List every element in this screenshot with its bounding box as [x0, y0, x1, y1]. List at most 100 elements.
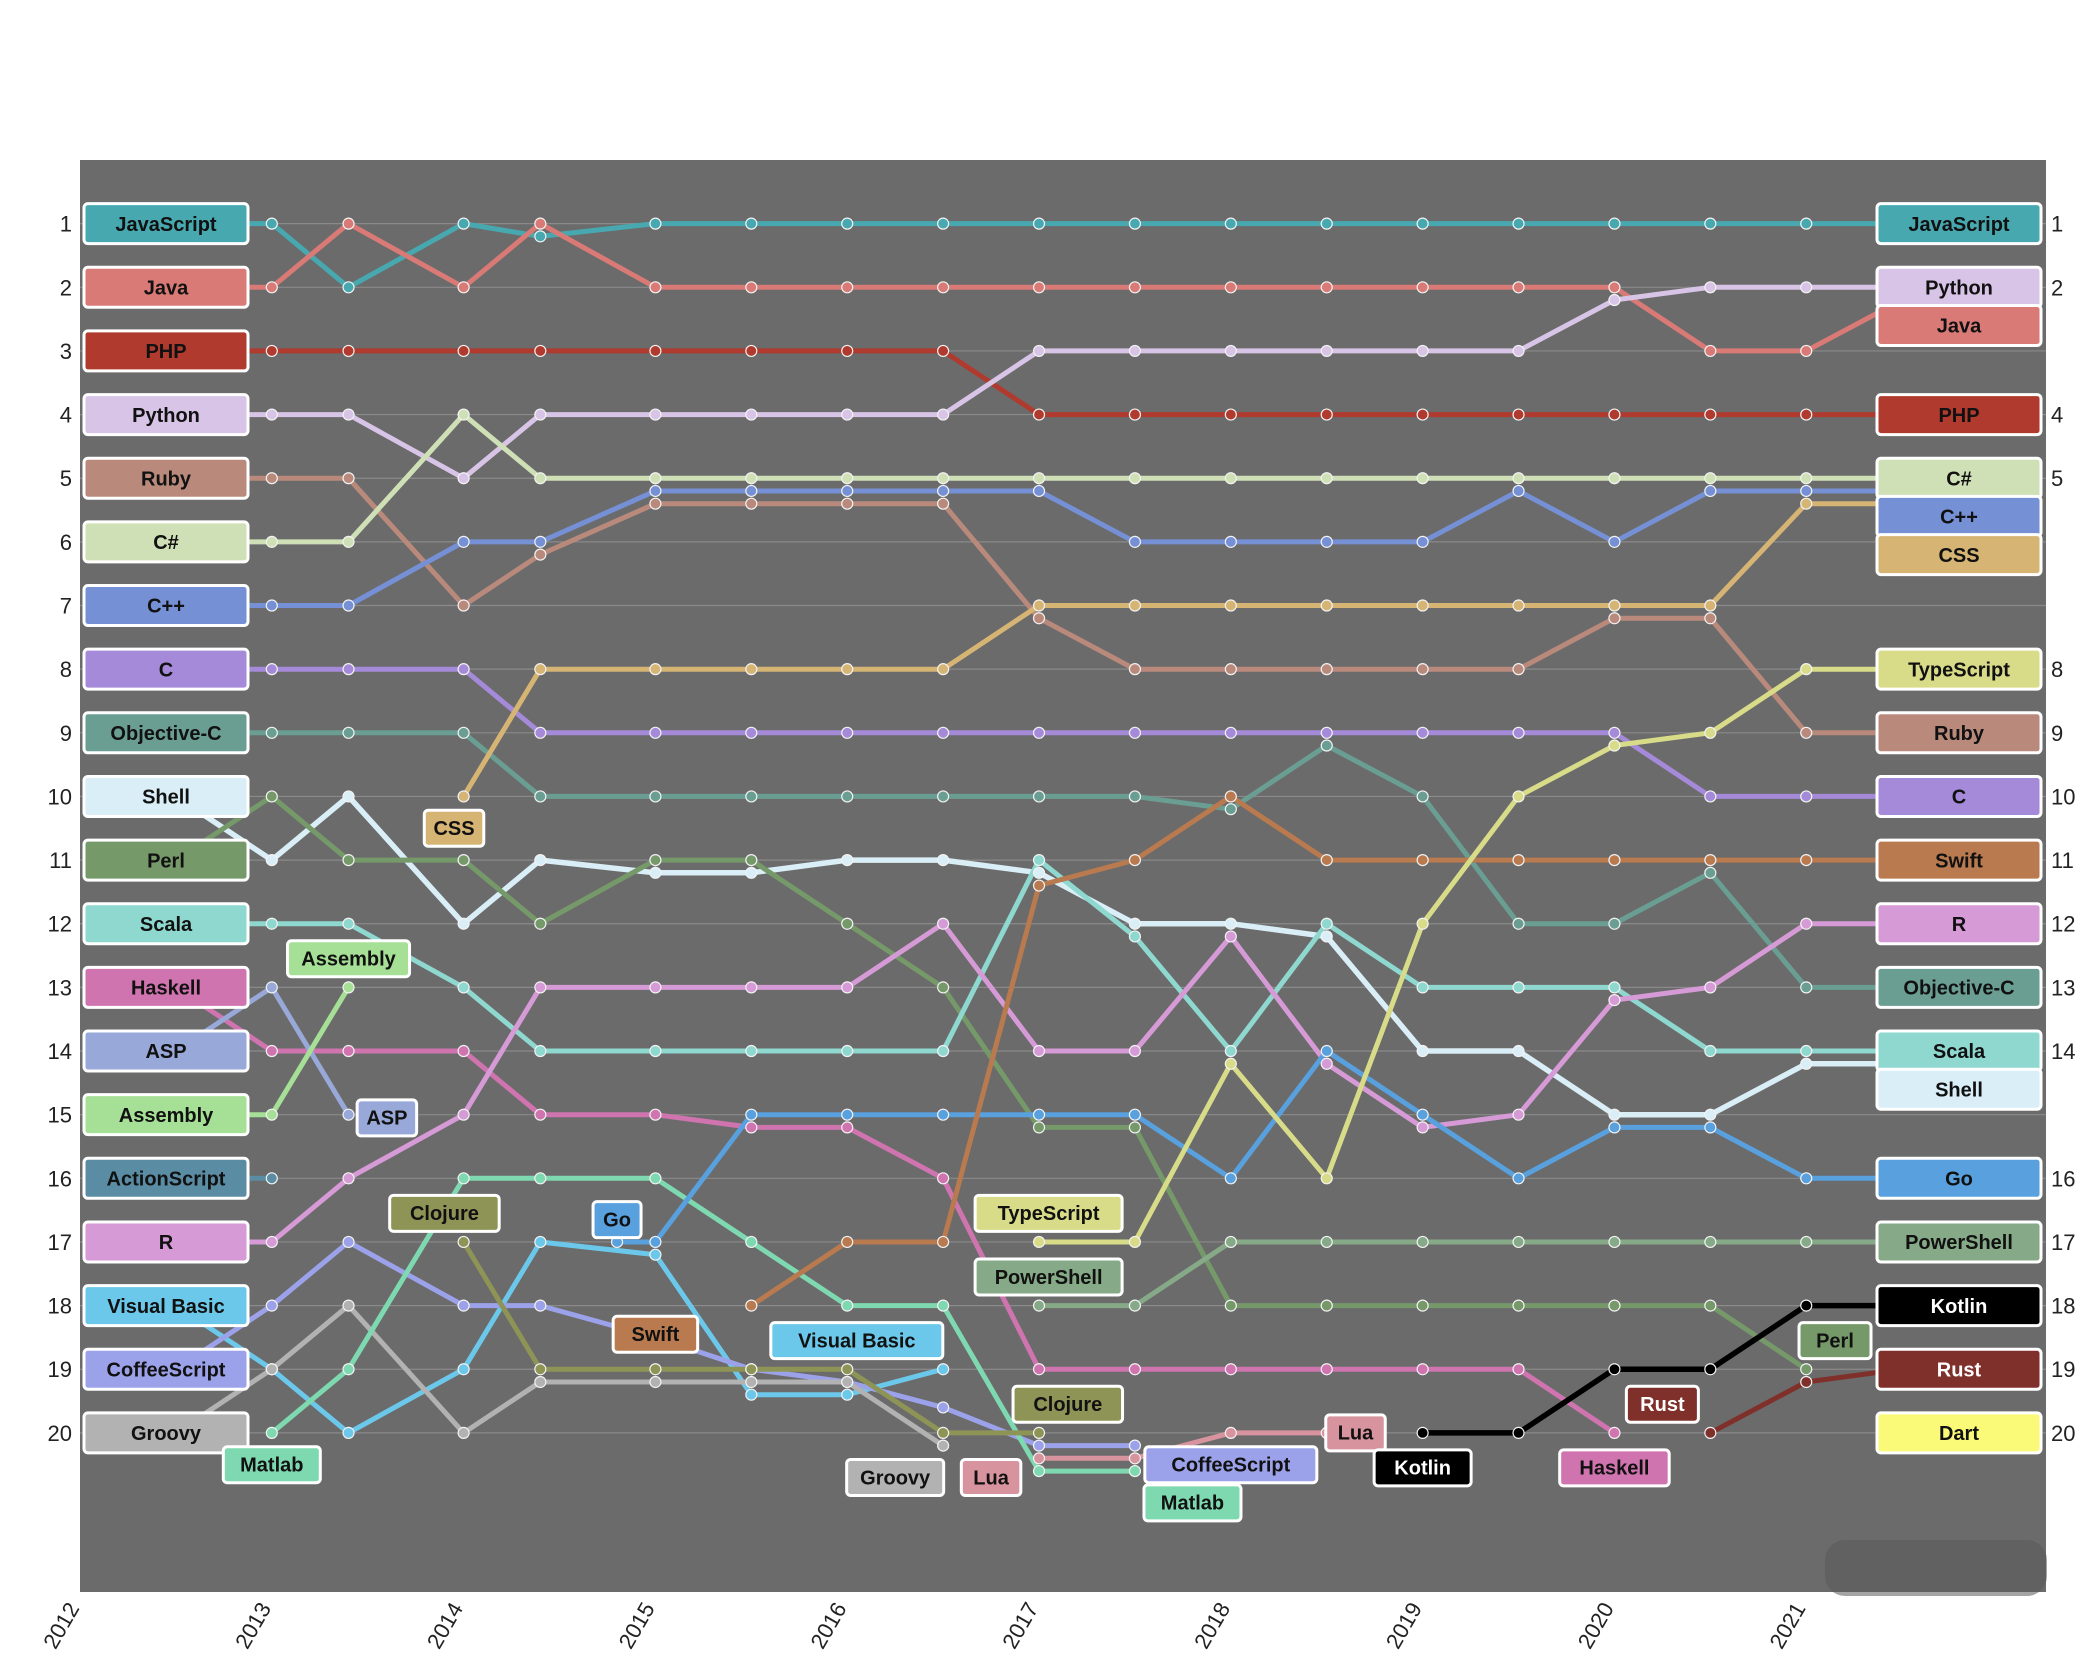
point-objective-c — [649, 790, 662, 803]
label-text: Visual Basic — [798, 1330, 915, 1352]
point-powershell — [1416, 1235, 1429, 1249]
point-csharp — [841, 472, 854, 485]
point-groovy — [457, 1426, 470, 1439]
label-box — [82, 1284, 250, 1328]
label-box — [82, 1029, 250, 1073]
point-powershell — [1512, 1235, 1525, 1249]
label-text: R — [159, 1232, 174, 1254]
label-text: Objective-C — [1903, 978, 2014, 1000]
point-r — [1416, 1121, 1429, 1134]
point-cpp — [342, 599, 355, 612]
point-r — [1704, 981, 1717, 994]
point-matlab — [342, 1363, 355, 1376]
point-csharp — [457, 408, 470, 421]
left-label-objective-c: Objective-C — [82, 711, 250, 755]
right-label-scala: Scala — [1875, 1029, 2043, 1073]
point-ruby — [1128, 663, 1142, 676]
point-haskell — [1512, 1363, 1525, 1376]
inline-label-lua: Lua — [959, 1457, 1023, 1497]
label-text: C# — [153, 532, 179, 554]
point-r — [1512, 1108, 1525, 1121]
point-java — [457, 281, 470, 294]
point-php — [1416, 408, 1429, 421]
point-r — [649, 981, 662, 994]
point-csharp — [1128, 472, 1142, 485]
point-php — [1320, 408, 1333, 421]
point-objective-c — [937, 790, 950, 803]
right-label-swift: Swift — [1875, 838, 2043, 882]
label-box — [82, 202, 250, 246]
point-ruby — [1224, 663, 1237, 676]
point-shell — [1320, 930, 1333, 943]
point-swift — [1128, 853, 1142, 867]
point-php — [649, 344, 662, 358]
point-lua — [1128, 1452, 1142, 1465]
point-cpp — [1320, 535, 1333, 548]
point-c — [1320, 726, 1333, 739]
inline-label-typescript: TypeScript — [973, 1193, 1124, 1233]
point-php — [937, 344, 950, 358]
point-php — [534, 344, 547, 358]
point-csharp — [745, 472, 758, 485]
point-haskell — [1320, 1363, 1333, 1376]
y-tick-label-right: 12 — [2051, 912, 2075, 937]
right-label-objective-c: Objective-C — [1875, 965, 2043, 1009]
label-box — [82, 1220, 250, 1264]
y-tick-label-left: 9 — [60, 721, 72, 746]
y-tick-label-left: 3 — [60, 339, 72, 364]
point-shell — [841, 853, 854, 867]
point-perl — [1416, 1299, 1429, 1312]
point-coffeescript — [937, 1401, 950, 1414]
y-tick-label-left: 16 — [48, 1166, 72, 1191]
point-cpp — [1224, 535, 1237, 548]
point-java — [1800, 344, 1813, 358]
right-label-python: Python — [1875, 265, 2043, 309]
y-tick-label-left: 17 — [48, 1230, 72, 1255]
point-typescript — [1128, 1235, 1142, 1249]
point-rust — [1704, 1426, 1717, 1439]
point-groovy — [534, 1375, 547, 1389]
label-text: Perl — [1816, 1330, 1854, 1352]
label-box — [1875, 303, 2043, 347]
point-objective-c — [1128, 790, 1142, 803]
label-text: Go — [1945, 1169, 1973, 1191]
point-shell — [1032, 866, 1046, 879]
label-text: Kotlin — [1931, 1296, 1988, 1318]
point-swift — [1704, 853, 1717, 867]
label-text: Swift — [1935, 850, 1983, 872]
label-text: Go — [603, 1210, 631, 1232]
x-tick-label: 2014 — [422, 1598, 468, 1653]
label-text: Swift — [632, 1324, 680, 1346]
point-matlab — [937, 1299, 950, 1312]
point-php — [1224, 408, 1237, 421]
point-perl — [649, 853, 662, 867]
left-label-visual-basic: Visual Basic — [82, 1284, 250, 1328]
point-php — [1704, 408, 1717, 421]
inline-label-css: CSS — [422, 808, 486, 848]
point-python — [649, 408, 662, 421]
point-python — [937, 408, 950, 421]
point-python — [1704, 281, 1717, 294]
point-asp — [342, 1108, 355, 1121]
label-text: C++ — [147, 596, 185, 618]
point-javascript — [1224, 217, 1237, 230]
point-javascript — [457, 217, 470, 230]
point-kotlin — [1800, 1299, 1813, 1312]
point-python — [1224, 344, 1237, 358]
point-java — [841, 281, 854, 294]
label-box — [82, 1093, 250, 1137]
label-box — [221, 1445, 322, 1485]
point-css — [649, 663, 662, 676]
label-text: CSS — [1938, 545, 1979, 567]
point-r — [534, 981, 547, 994]
point-objective-c — [1032, 790, 1046, 803]
point-r — [841, 981, 854, 994]
point-css — [457, 790, 470, 803]
point-groovy — [342, 1299, 355, 1312]
point-clojure — [457, 1235, 470, 1249]
y-tick-label-right: 14 — [2051, 1039, 2075, 1064]
label-box — [82, 520, 250, 564]
label-text: Kotlin — [1394, 1458, 1451, 1480]
point-r — [342, 1172, 355, 1185]
point-scala — [1704, 1044, 1717, 1058]
